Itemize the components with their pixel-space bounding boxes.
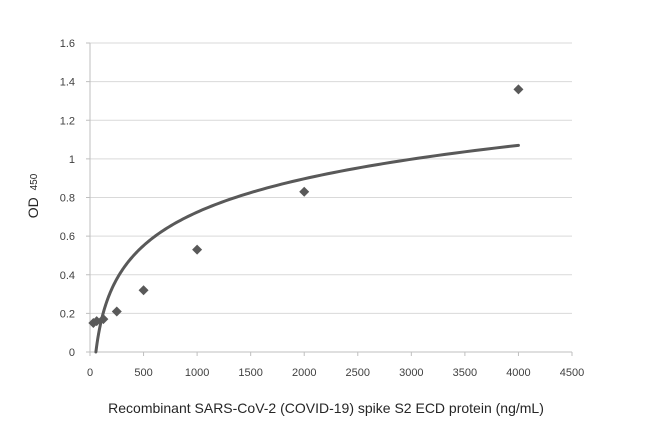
y-tick-label: 0.4 bbox=[60, 270, 75, 282]
data-points bbox=[88, 84, 524, 329]
data-point-diamond bbox=[138, 285, 149, 296]
x-tick-labels: 0 500 1000 1500 2000 2500 3000 3500 4000 4500 bbox=[87, 367, 584, 379]
y-tick-label: 0.6 bbox=[60, 231, 75, 243]
y-axis-label-main: OD bbox=[25, 197, 41, 218]
x-tick-label: 2500 bbox=[346, 367, 370, 379]
data-point-diamond bbox=[299, 186, 310, 197]
y-axis-label-subscript: 450 bbox=[29, 173, 40, 190]
log-trendline bbox=[94, 143, 520, 354]
x-axis-label: Recombinant SARS-CoV-2 (COVID-19) spike … bbox=[108, 400, 544, 416]
x-tick-label: 4000 bbox=[506, 367, 530, 379]
x-tick-label: 1500 bbox=[238, 367, 262, 379]
y-tick-label: 1.4 bbox=[60, 77, 75, 89]
y-tick-label: 0.8 bbox=[60, 193, 75, 205]
data-point-diamond bbox=[513, 84, 524, 95]
y-tick-labels: 0 0.2 0.4 0.6 0.8 1 1.2 1.4 1.6 bbox=[60, 38, 75, 359]
x-tick-label: 2000 bbox=[292, 367, 316, 379]
x-tick-label: 1000 bbox=[185, 367, 209, 379]
y-axis-label: OD 450 bbox=[25, 173, 41, 218]
x-tick-label: 500 bbox=[134, 367, 152, 379]
x-tick-label: 0 bbox=[87, 367, 93, 379]
gridlines bbox=[90, 42, 572, 314]
data-point-diamond bbox=[192, 244, 203, 255]
axes bbox=[86, 42, 573, 356]
y-tick-label: 1 bbox=[69, 154, 75, 166]
x-tick-label: 3000 bbox=[399, 367, 423, 379]
y-tick-label: 1.6 bbox=[60, 38, 75, 50]
y-tick-label: 0 bbox=[69, 347, 75, 359]
trendline bbox=[94, 143, 520, 354]
y-tick-label: 0.2 bbox=[60, 308, 75, 320]
y-tick-label: 1.2 bbox=[60, 115, 75, 127]
data-point-diamond bbox=[111, 306, 122, 317]
x-tick-label: 3500 bbox=[453, 367, 477, 379]
data-point-diamond bbox=[98, 314, 109, 325]
x-tick-label: 4500 bbox=[560, 367, 584, 379]
